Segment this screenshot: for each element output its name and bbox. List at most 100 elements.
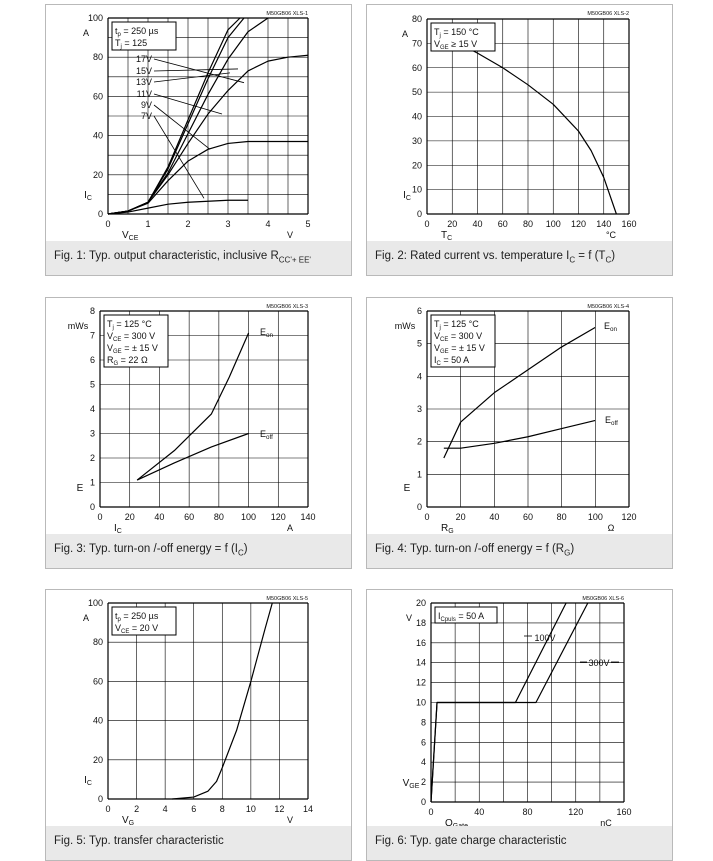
chart-1-series-label: 11V: [137, 89, 152, 99]
chart-2-ytick: 70: [412, 38, 422, 48]
chart-3-xtick: 80: [214, 512, 224, 522]
chart-4-xlabel: RG: [441, 523, 454, 535]
chart-3-xtick: 120: [271, 512, 286, 522]
chart-1-caption: Fig. 1: Typ. output characteristic, incl…: [46, 241, 351, 275]
chart-3-code: M50GB06 XLS-3: [266, 304, 308, 310]
chart-4-xtick: 100: [588, 512, 603, 522]
chart-6-ytick: 20: [416, 598, 426, 608]
chart-2-ytick: 30: [412, 136, 422, 146]
chart-3-caption-text: Fig. 3: Typ. turn-on /-off energy = f (I: [54, 543, 238, 555]
chart-4-series-eoff: [443, 419, 596, 449]
chart-1-series-label: 15V: [136, 66, 152, 76]
chart-4-yunit: mWs: [395, 321, 416, 331]
chart-6-svg: 0 40 80 120 160 0 2 4 6 8 10 12 14 16 18 20 V VGE QGate nC M…: [403, 596, 632, 827]
chart-4-legend-box: [430, 314, 496, 368]
chart-6-code: M50GB06 XLS-6: [582, 596, 624, 602]
chart-1-yunit: A: [83, 28, 89, 38]
chart-3-xtick: 100: [241, 512, 256, 522]
chart-6-ytick: 0: [421, 797, 426, 807]
chart-5-xtick: 14: [303, 804, 313, 814]
chart-2-xunit: °C: [606, 230, 617, 240]
chart-6-ytick: 18: [416, 618, 426, 628]
chart-3-ytick: 1: [90, 478, 95, 488]
chart-1-ytick: 0: [98, 209, 103, 219]
chart-2-xtick: 20: [447, 219, 457, 229]
chart-5-ylabel: IC: [84, 775, 92, 787]
chart-2-legend-row: Tj = 150 °C: [434, 27, 479, 39]
chart-4-caption-sub: G: [564, 548, 571, 558]
chart-3-series-eoff: [136, 432, 249, 481]
chart-6-ytick: 8: [421, 717, 426, 727]
chart-6-ylabel: VGE: [403, 778, 420, 790]
chart-3-yunit: mWs: [68, 321, 89, 331]
chart-3-xtick: 140: [300, 512, 315, 522]
chart-2-ylabel: IC: [403, 190, 411, 202]
chart-3-xlabel: IC: [114, 523, 122, 535]
chart-3-ytick: 8: [90, 306, 95, 316]
chart-4-ytick: 3: [417, 404, 422, 414]
chart-2-ytick: 50: [412, 87, 422, 97]
chart-4-xtick: 60: [523, 512, 533, 522]
chart-5-ytick: 20: [93, 755, 103, 765]
chart-5-xtick: 8: [220, 804, 225, 814]
chart-4-ytick: 4: [417, 371, 422, 381]
chart-6-ytick: 4: [421, 757, 426, 767]
chart-1-xtick: 4: [265, 219, 270, 229]
chart-1-code: M50GB06 XLS-1: [266, 11, 308, 17]
chart-4-caption-end: ): [570, 543, 575, 555]
chart-5-ytick: 0: [98, 794, 103, 804]
chart-2-xtick: 140: [596, 219, 611, 229]
chart-6-legend-row: ICpuls = 50 A: [438, 611, 484, 623]
chart-5-xlabel: VG: [122, 815, 134, 827]
chart-2-xtick: 60: [498, 219, 508, 229]
chart-4-xtick: 120: [621, 512, 636, 522]
chart-4-xunit: Ω: [608, 523, 615, 533]
chart-4-legend-row: IC = 50 A: [434, 355, 469, 367]
chart-4-legend-row: VGE = ± 15 V: [434, 343, 485, 355]
chart-3-xunit: A: [287, 523, 293, 533]
chart-1-leader-line: [153, 104, 211, 150]
chart-panel-4: 0 20 40 60 80 100 120 0 1 2 3 4 5 6 mWs E RG Ω M50GB06 XLS…: [366, 297, 673, 569]
chart-5-legend-row: VCE = 20 V: [115, 623, 158, 635]
chart-1-leader-line: [153, 72, 231, 83]
chart-1-ytick: 20: [93, 170, 103, 180]
chart-4-ytick: 2: [417, 437, 422, 447]
chart-6-caption: Fig. 6: Typ. gate charge characteristic: [367, 826, 672, 860]
chart-2-xtick: 40: [472, 219, 482, 229]
chart-3-legend-row: Tj = 125 °C: [107, 319, 152, 331]
chart-2-legend-box: [430, 22, 496, 52]
chart-5-legend-box: [111, 606, 177, 636]
chart-3-caption-sub: C: [237, 548, 244, 558]
chart-5-xtick: 4: [163, 804, 168, 814]
chart-3-ytick: 4: [90, 404, 95, 414]
chart-3-xtick: 20: [125, 512, 135, 522]
chart-2-ytick: 40: [412, 112, 422, 122]
chart-3-ytick: 0: [90, 502, 95, 512]
chart-1-xtick: 0: [105, 219, 110, 229]
chart-1-leader-line: [153, 93, 223, 115]
chart-1-xtick: 2: [185, 219, 190, 229]
chart-6-series-300v: [430, 602, 589, 803]
chart-1-xunit: V: [287, 230, 293, 240]
chart-4-code: M50GB06 XLS-4: [587, 304, 629, 310]
chart-4-series-eon: [443, 326, 596, 459]
chart-4-caption: Fig. 4: Typ. turn-on /-off energy = f (R…: [367, 534, 672, 568]
chart-3-label-eoff: Eoff: [260, 429, 273, 441]
chart-1-xtick: 3: [225, 219, 230, 229]
chart-2-xtick: 160: [621, 219, 636, 229]
chart-2-xtick: 0: [424, 219, 429, 229]
chart-4-ytick: 1: [417, 469, 422, 479]
chart-6-xtick: 80: [522, 807, 532, 817]
chart-6-caption-text: Fig. 6: Typ. gate charge characteristic: [375, 835, 567, 847]
chart-6-xtick: 120: [568, 807, 583, 817]
chart-6-ytick: 6: [421, 737, 426, 747]
chart-1-series-7v: [107, 199, 248, 215]
chart-6-xtick: 0: [428, 807, 433, 817]
chart-2-caption-tail: = f (T: [575, 250, 606, 262]
chart-3-xtick: 0: [97, 512, 102, 522]
chart-3-xtick: 60: [184, 512, 194, 522]
chart-1-series-label: 7V: [141, 111, 152, 121]
chart-4-xtick: 20: [456, 512, 466, 522]
chart-3-legend-row: RG = 22 Ω: [107, 355, 148, 367]
